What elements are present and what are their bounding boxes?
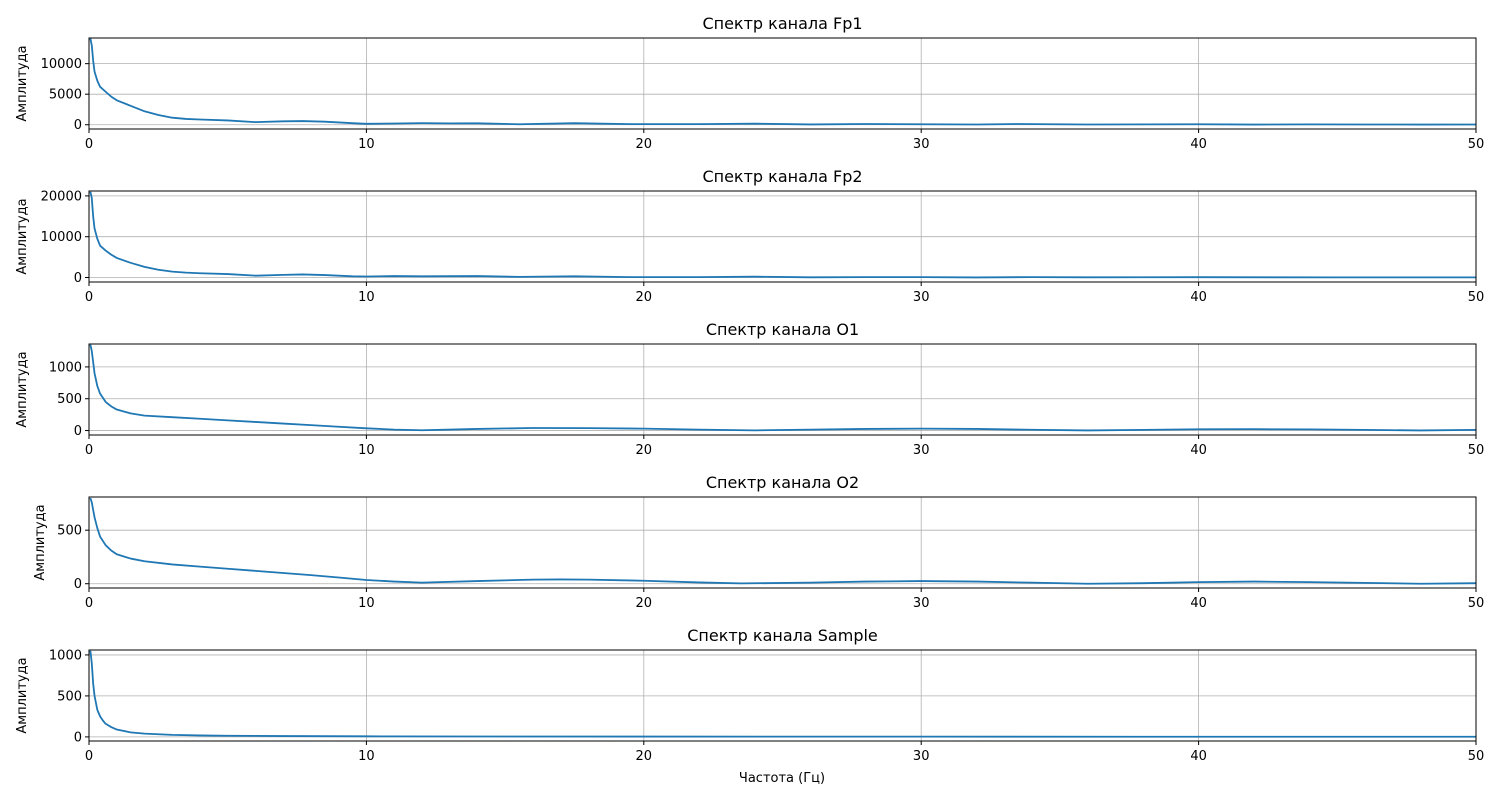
- y-axis-label: Амплитуда: [33, 504, 48, 580]
- y-tick-label: 0: [74, 118, 82, 133]
- subplot-title: Спектр канала Fp2: [702, 167, 862, 186]
- y-tick-label: 1000: [49, 648, 82, 663]
- x-tick-label: 0: [85, 290, 93, 305]
- x-tick-label: 20: [636, 290, 653, 305]
- x-tick-label: 50: [1468, 137, 1485, 152]
- subplot-title: Спектр канала Fp1: [702, 14, 862, 33]
- x-tick-label: 50: [1468, 749, 1485, 764]
- y-tick-label: 5000: [49, 88, 82, 103]
- spectrum-line: [89, 191, 1476, 279]
- y-tick-label: 500: [57, 392, 82, 407]
- x-tick-label: 20: [636, 749, 653, 764]
- spectrum-line: [89, 38, 1477, 126]
- x-tick-label: 50: [1468, 290, 1485, 305]
- x-tick-label: 0: [85, 137, 93, 152]
- y-tick-label: 0: [74, 271, 82, 286]
- x-tick-label: 10: [358, 290, 375, 305]
- y-tick-label: 0: [74, 424, 82, 439]
- y-tick-label: 10000: [41, 57, 82, 72]
- subplot-title: Спектр канала O2: [706, 473, 859, 492]
- x-tick-label: 30: [913, 137, 930, 152]
- x-tick-label: 40: [1190, 290, 1207, 305]
- x-tick-label: 20: [636, 443, 653, 458]
- x-tick-label: 30: [913, 749, 930, 764]
- x-tick-label: 10: [358, 137, 375, 152]
- subplot-3: Спектр канала O10 10 20 30 40 5005001000Ампли…: [15, 320, 1484, 458]
- x-tick-label: 40: [1190, 749, 1207, 764]
- x-tick-label: 10: [358, 443, 375, 458]
- y-axis-label: Амплитуда: [15, 198, 30, 274]
- y-tick-label: 0: [74, 730, 82, 745]
- x-tick-label: 40: [1190, 443, 1207, 458]
- x-tick-label: 10: [358, 596, 375, 611]
- x-tick-label: 30: [913, 443, 930, 458]
- y-tick-label: 10000: [41, 230, 82, 245]
- x-tick-label: 30: [913, 290, 930, 305]
- y-tick-label: 500: [57, 689, 82, 704]
- x-tick-label: 40: [1190, 596, 1207, 611]
- axes-frame: [88, 343, 1477, 436]
- axes-frame: [88, 37, 1477, 130]
- subplot-2: Спектр канала Fp2 0 10 20 30 40 50 0 10000 20000 А…: [15, 167, 1484, 305]
- x-tick-label: 0: [85, 749, 93, 764]
- x-tick-label: 20: [636, 596, 653, 611]
- y-axis-label: Амплитуда: [15, 45, 30, 121]
- subplot-title: Спектр канала O1: [706, 320, 859, 339]
- x-tick-label: 30: [913, 596, 930, 611]
- spectrum-line: [89, 344, 1477, 432]
- spectrum-line: [89, 497, 1477, 585]
- subplot-1: Спектр канала Fp1 0 10 20 30 40 50 0 5000 10000 Ам…: [15, 14, 1484, 152]
- x-tick-label: 50: [1468, 443, 1485, 458]
- x-tick-label: 40: [1190, 137, 1207, 152]
- y-axis-label: Амплитуда: [15, 351, 30, 427]
- y-axis-label: Амплитуда: [15, 657, 30, 733]
- x-tick-label: 0: [85, 596, 93, 611]
- y-tick-label: 0: [74, 577, 82, 592]
- axes-frame: [88, 496, 1477, 589]
- x-tick-label: 0: [85, 443, 93, 458]
- spectrum-line: [89, 650, 1476, 738]
- x-tick-label: 50: [1468, 596, 1485, 611]
- y-tick-label: 20000: [41, 189, 82, 204]
- x-tick-label: 20: [636, 137, 653, 152]
- x-axis-label: Частота (Гц): [739, 771, 825, 786]
- x-tick-label: 10: [358, 749, 375, 764]
- subplot-title: Спектр канала Sample: [687, 626, 878, 645]
- y-tick-label: 1000: [49, 360, 82, 375]
- y-tick-label: 500: [57, 524, 82, 539]
